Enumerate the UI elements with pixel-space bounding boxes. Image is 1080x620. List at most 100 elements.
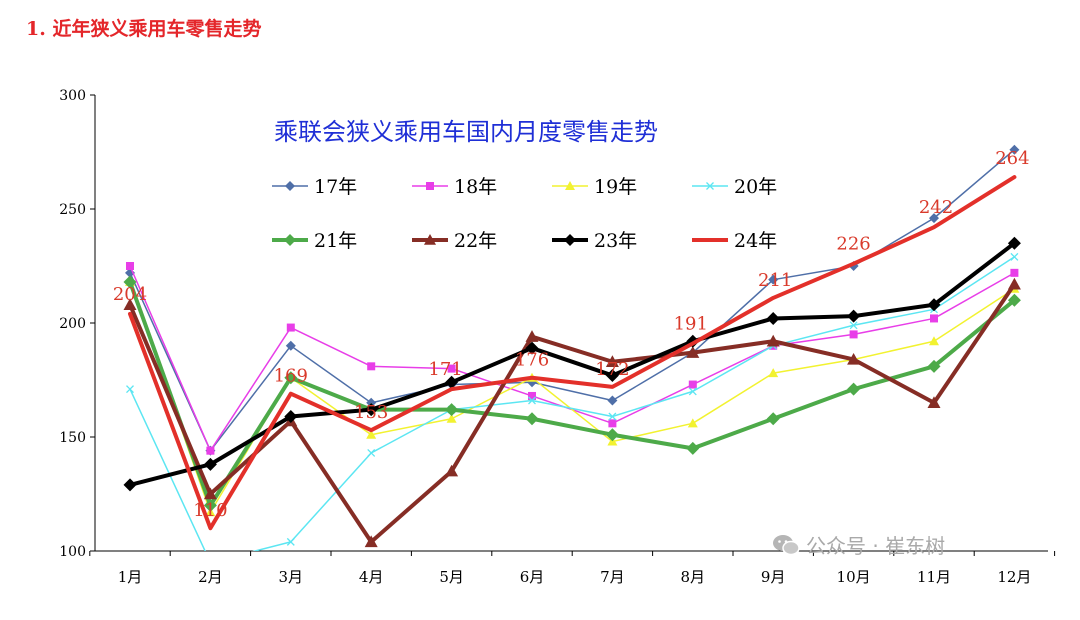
data-label: 264: [995, 148, 1029, 169]
point-marker: [927, 298, 941, 312]
x-tick-label: 9月: [761, 568, 786, 586]
point-marker: [608, 412, 617, 421]
point-marker: [364, 403, 378, 417]
point-marker: [286, 323, 295, 332]
point-marker: [203, 457, 217, 471]
point-marker: [929, 213, 939, 224]
point-marker: [367, 449, 376, 457]
legend-label: 19年: [594, 176, 637, 198]
point-marker: [605, 368, 619, 382]
point-marker: [605, 428, 619, 442]
data-label: 153: [354, 402, 388, 423]
point-marker: [1007, 236, 1021, 250]
series-24年: [128, 175, 1017, 531]
point-marker: [688, 380, 697, 389]
point-marker: [564, 234, 576, 246]
point-marker: [847, 309, 861, 323]
series-21年: [123, 275, 1021, 512]
point-marker: [849, 321, 858, 330]
point-marker: [284, 234, 296, 246]
point-marker: [1010, 252, 1019, 261]
point-marker: [284, 409, 298, 423]
point-marker: [446, 413, 457, 423]
point-marker: [285, 340, 296, 351]
wechat-icon: [772, 534, 800, 556]
legend-item-19年: 19年: [552, 176, 637, 198]
point-marker: [766, 412, 780, 426]
point-marker: [126, 262, 134, 270]
point-marker: [424, 234, 436, 245]
x-tick-label: 7月: [600, 568, 625, 586]
y-tick-label: 100: [59, 544, 86, 560]
data-label: 176: [515, 350, 549, 371]
point-marker: [367, 362, 376, 371]
point-marker: [686, 441, 700, 455]
y-tick-label: 250: [59, 202, 86, 218]
point-marker: [768, 274, 779, 285]
chart-axes: 100 150 200 250 300 1月 2月 3月 4月 5月 6月 7月 8月 9月 10月 11月 1…: [59, 88, 1056, 586]
legend-label: 23年: [594, 230, 637, 252]
data-label: 226: [836, 234, 870, 255]
point-marker: [766, 311, 780, 325]
y-tick-label: 150: [59, 430, 86, 446]
watermark-text: 公众号 · 崔东树: [806, 534, 946, 558]
point-marker: [930, 314, 938, 323]
point-marker: [123, 478, 137, 492]
data-label: 204: [113, 284, 147, 305]
point-marker: [123, 275, 137, 289]
point-marker: [525, 412, 539, 426]
data-label: 242: [919, 197, 953, 218]
x-tick-label: 8月: [681, 568, 706, 586]
x-tick-label: 2月: [198, 568, 223, 586]
point-marker: [123, 298, 137, 310]
y-tick-label: 300: [59, 88, 86, 104]
point-marker: [608, 419, 617, 428]
legend-item-18年: 18年: [412, 176, 497, 198]
legend-label: 24年: [734, 230, 777, 252]
point-marker: [766, 334, 780, 347]
data-label: 191: [674, 314, 708, 335]
point-marker: [1007, 277, 1021, 290]
legend-item-21年: 21年: [272, 230, 357, 252]
data-label: 110: [193, 500, 227, 521]
point-marker: [1010, 268, 1019, 277]
point-marker: [426, 182, 434, 190]
point-marker: [366, 429, 377, 439]
point-marker: [447, 364, 456, 373]
point-marker: [286, 537, 295, 546]
point-marker: [366, 397, 377, 408]
legend-item-24年: 24年: [692, 230, 777, 252]
point-marker: [364, 535, 378, 548]
data-label: 172: [595, 359, 629, 380]
point-marker: [688, 387, 697, 396]
point-marker: [285, 181, 295, 191]
point-marker: [203, 498, 217, 512]
point-marker: [706, 182, 714, 190]
series-line: [128, 282, 1017, 544]
series-line: [128, 279, 1017, 508]
series-line: [128, 175, 1017, 531]
series-line: [129, 256, 1016, 551]
x-tick-label: 6月: [520, 568, 545, 586]
data-label: 169: [274, 366, 308, 387]
point-marker: [849, 330, 858, 339]
x-tick-label: 11月: [917, 568, 951, 586]
legend-item-17年: 17年: [272, 176, 357, 198]
point-marker: [607, 395, 618, 406]
chart-legend: 17年 18年 19年 20年 21年 22年 23年 24年: [272, 176, 777, 252]
point-marker: [927, 359, 941, 373]
x-tick-label: 3月: [279, 568, 304, 586]
x-tick-label: 12月: [997, 568, 1031, 586]
page-heading: 1. 近年狭义乘用车零售走势: [26, 18, 262, 40]
point-marker: [847, 352, 861, 365]
watermark: 公众号 · 崔东树: [772, 530, 945, 559]
point-marker: [126, 385, 134, 394]
point-marker: [203, 487, 217, 500]
point-marker: [207, 559, 214, 566]
legend-label: 20年: [734, 176, 777, 198]
legend-label: 21年: [314, 230, 357, 252]
series-line: [129, 148, 1016, 452]
point-marker: [445, 403, 459, 417]
series-22年: [123, 277, 1021, 548]
